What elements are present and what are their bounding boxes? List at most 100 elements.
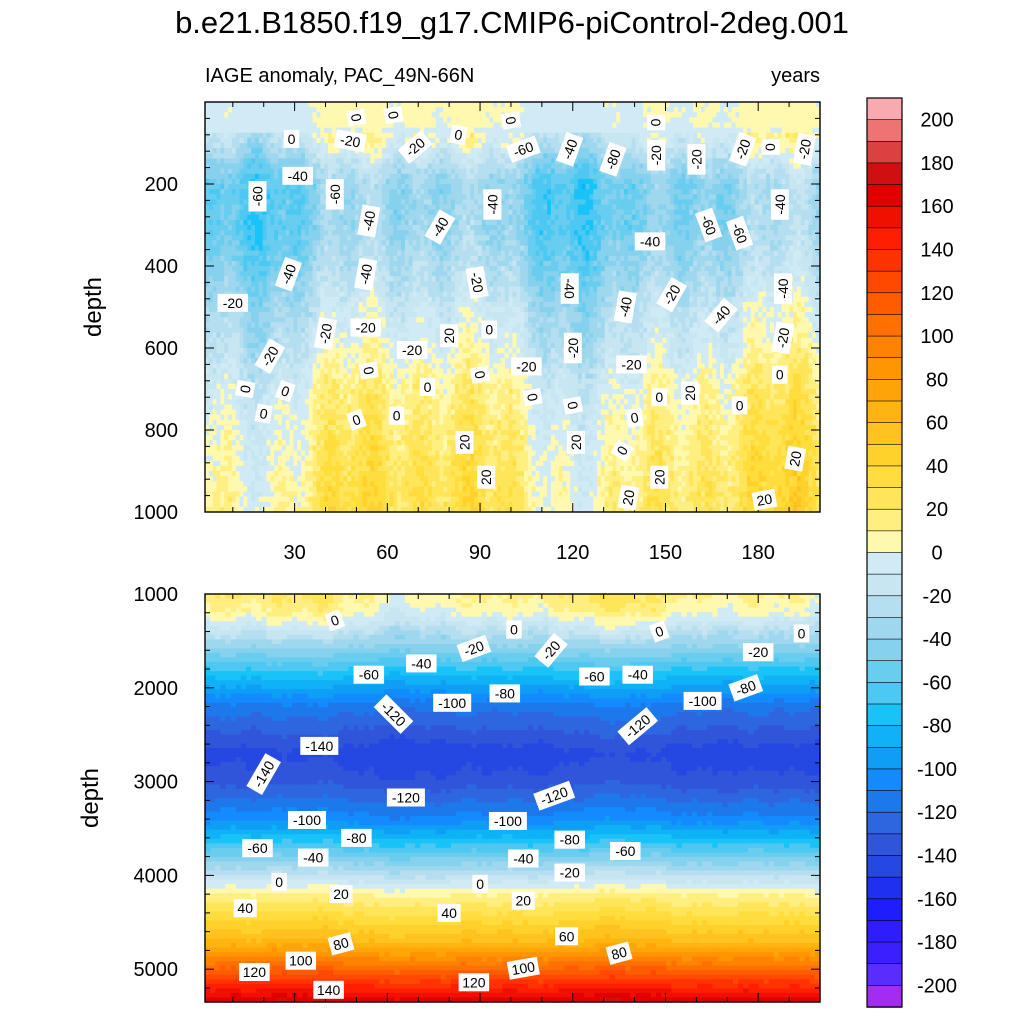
upper-field-cell — [366, 378, 371, 385]
upper-field-cell — [258, 322, 264, 329]
upper-field-cell — [393, 435, 398, 441]
upper-field-cell — [374, 435, 379, 441]
upper-field-cell — [270, 332, 275, 339]
upper-field-cell — [404, 399, 410, 405]
upper-field-cell — [224, 271, 229, 277]
upper-field-cell — [420, 214, 425, 221]
upper-field-cell — [297, 327, 302, 334]
upper-field-cell — [254, 148, 260, 154]
upper-field-cell — [381, 424, 387, 431]
upper-field-cell — [301, 189, 306, 195]
upper-field-cell — [427, 373, 433, 380]
upper-field-cell — [331, 506, 337, 513]
upper-field-cell — [420, 286, 425, 293]
upper-field-cell — [289, 368, 294, 375]
upper-field-cell — [401, 312, 406, 318]
upper-field-cell — [297, 137, 302, 144]
upper-field-cell — [270, 281, 275, 288]
upper-field-cell — [266, 245, 271, 252]
upper-field-cell — [431, 409, 437, 416]
upper-field-cell — [320, 353, 325, 359]
upper-field-cell — [258, 122, 264, 129]
upper-field-cell — [339, 122, 344, 129]
upper-field-cell — [239, 317, 245, 323]
upper-field-cell — [228, 435, 233, 441]
upper-field-cell — [427, 496, 433, 503]
upper-field-cell — [220, 158, 225, 165]
upper-field-cell — [335, 363, 341, 370]
upper-field-cell — [247, 332, 252, 339]
upper-field-cell — [304, 399, 310, 405]
upper-field-cell — [324, 506, 329, 513]
upper-field-cell — [293, 476, 298, 482]
upper-field-cell — [343, 440, 348, 446]
upper-field-cell — [297, 245, 302, 252]
upper-field-cell — [316, 240, 321, 247]
upper-field-cell — [385, 204, 391, 211]
upper-field-cell — [370, 255, 375, 262]
upper-field-cell — [377, 286, 383, 293]
upper-field-cell — [212, 260, 218, 267]
upper-field-cell — [254, 301, 260, 308]
upper-field-cell — [416, 255, 421, 262]
upper-field-cell — [389, 153, 394, 159]
upper-field-cell — [424, 373, 429, 380]
upper-field-cell — [205, 440, 210, 446]
upper-field-cell — [270, 496, 275, 503]
upper-field-cell — [308, 322, 314, 329]
upper-field-cell — [231, 260, 237, 267]
upper-field-cell — [316, 471, 321, 477]
upper-field-cell — [308, 465, 314, 472]
upper-field-cell — [443, 148, 448, 154]
upper-field-cell — [239, 358, 245, 364]
upper-field-cell — [404, 501, 410, 508]
upper-field-cell — [339, 332, 344, 339]
upper-field-cell — [224, 168, 229, 175]
upper-field-cell — [308, 296, 314, 303]
upper-field-cell — [258, 450, 264, 457]
upper-field-cell — [270, 168, 275, 175]
upper-field-cell — [335, 342, 341, 349]
upper-field-cell — [216, 332, 221, 339]
upper-field-cell — [328, 158, 333, 165]
upper-field-cell — [316, 163, 321, 170]
upper-field-cell — [258, 486, 264, 493]
upper-field-cell — [301, 465, 306, 472]
upper-field-cell — [324, 173, 329, 180]
upper-field-cell — [289, 486, 294, 493]
upper-field-cell — [343, 481, 348, 487]
upper-field-cell — [216, 107, 221, 113]
upper-field-cell — [328, 168, 333, 175]
upper-field-cell — [424, 132, 429, 139]
upper-field-cell — [301, 250, 306, 257]
upper-field-cell — [358, 204, 364, 211]
upper-field-cell — [389, 476, 394, 482]
upper-field-cell — [351, 209, 356, 216]
upper-field-cell — [216, 465, 221, 472]
upper-field-cell — [412, 424, 417, 431]
upper-field-cell — [393, 163, 398, 170]
upper-field-cell — [228, 368, 233, 375]
upper-field-cell — [316, 245, 321, 252]
upper-field-cell — [301, 501, 306, 508]
upper-field-cell — [335, 102, 341, 108]
upper-field-cell — [228, 158, 233, 165]
upper-field-cell — [439, 184, 444, 190]
upper-field-cell — [301, 435, 306, 441]
upper-field-cell — [354, 307, 360, 313]
upper-field-cell — [301, 440, 306, 446]
upper-field-cell — [216, 235, 221, 241]
upper-field-cell — [424, 307, 429, 313]
upper-field-cell — [424, 404, 429, 411]
upper-field-cell — [339, 250, 344, 257]
upper-field-cell — [435, 424, 441, 431]
upper-field-cell — [420, 373, 425, 380]
upper-field-cell — [224, 419, 229, 426]
upper-field-cell — [301, 153, 306, 159]
upper-field-cell — [443, 184, 448, 190]
upper-field-cell — [262, 301, 268, 308]
upper-field-cell — [212, 301, 218, 308]
upper-field-cell — [335, 465, 341, 472]
upper-field-cell — [416, 153, 421, 159]
upper-field-cell — [412, 245, 417, 252]
